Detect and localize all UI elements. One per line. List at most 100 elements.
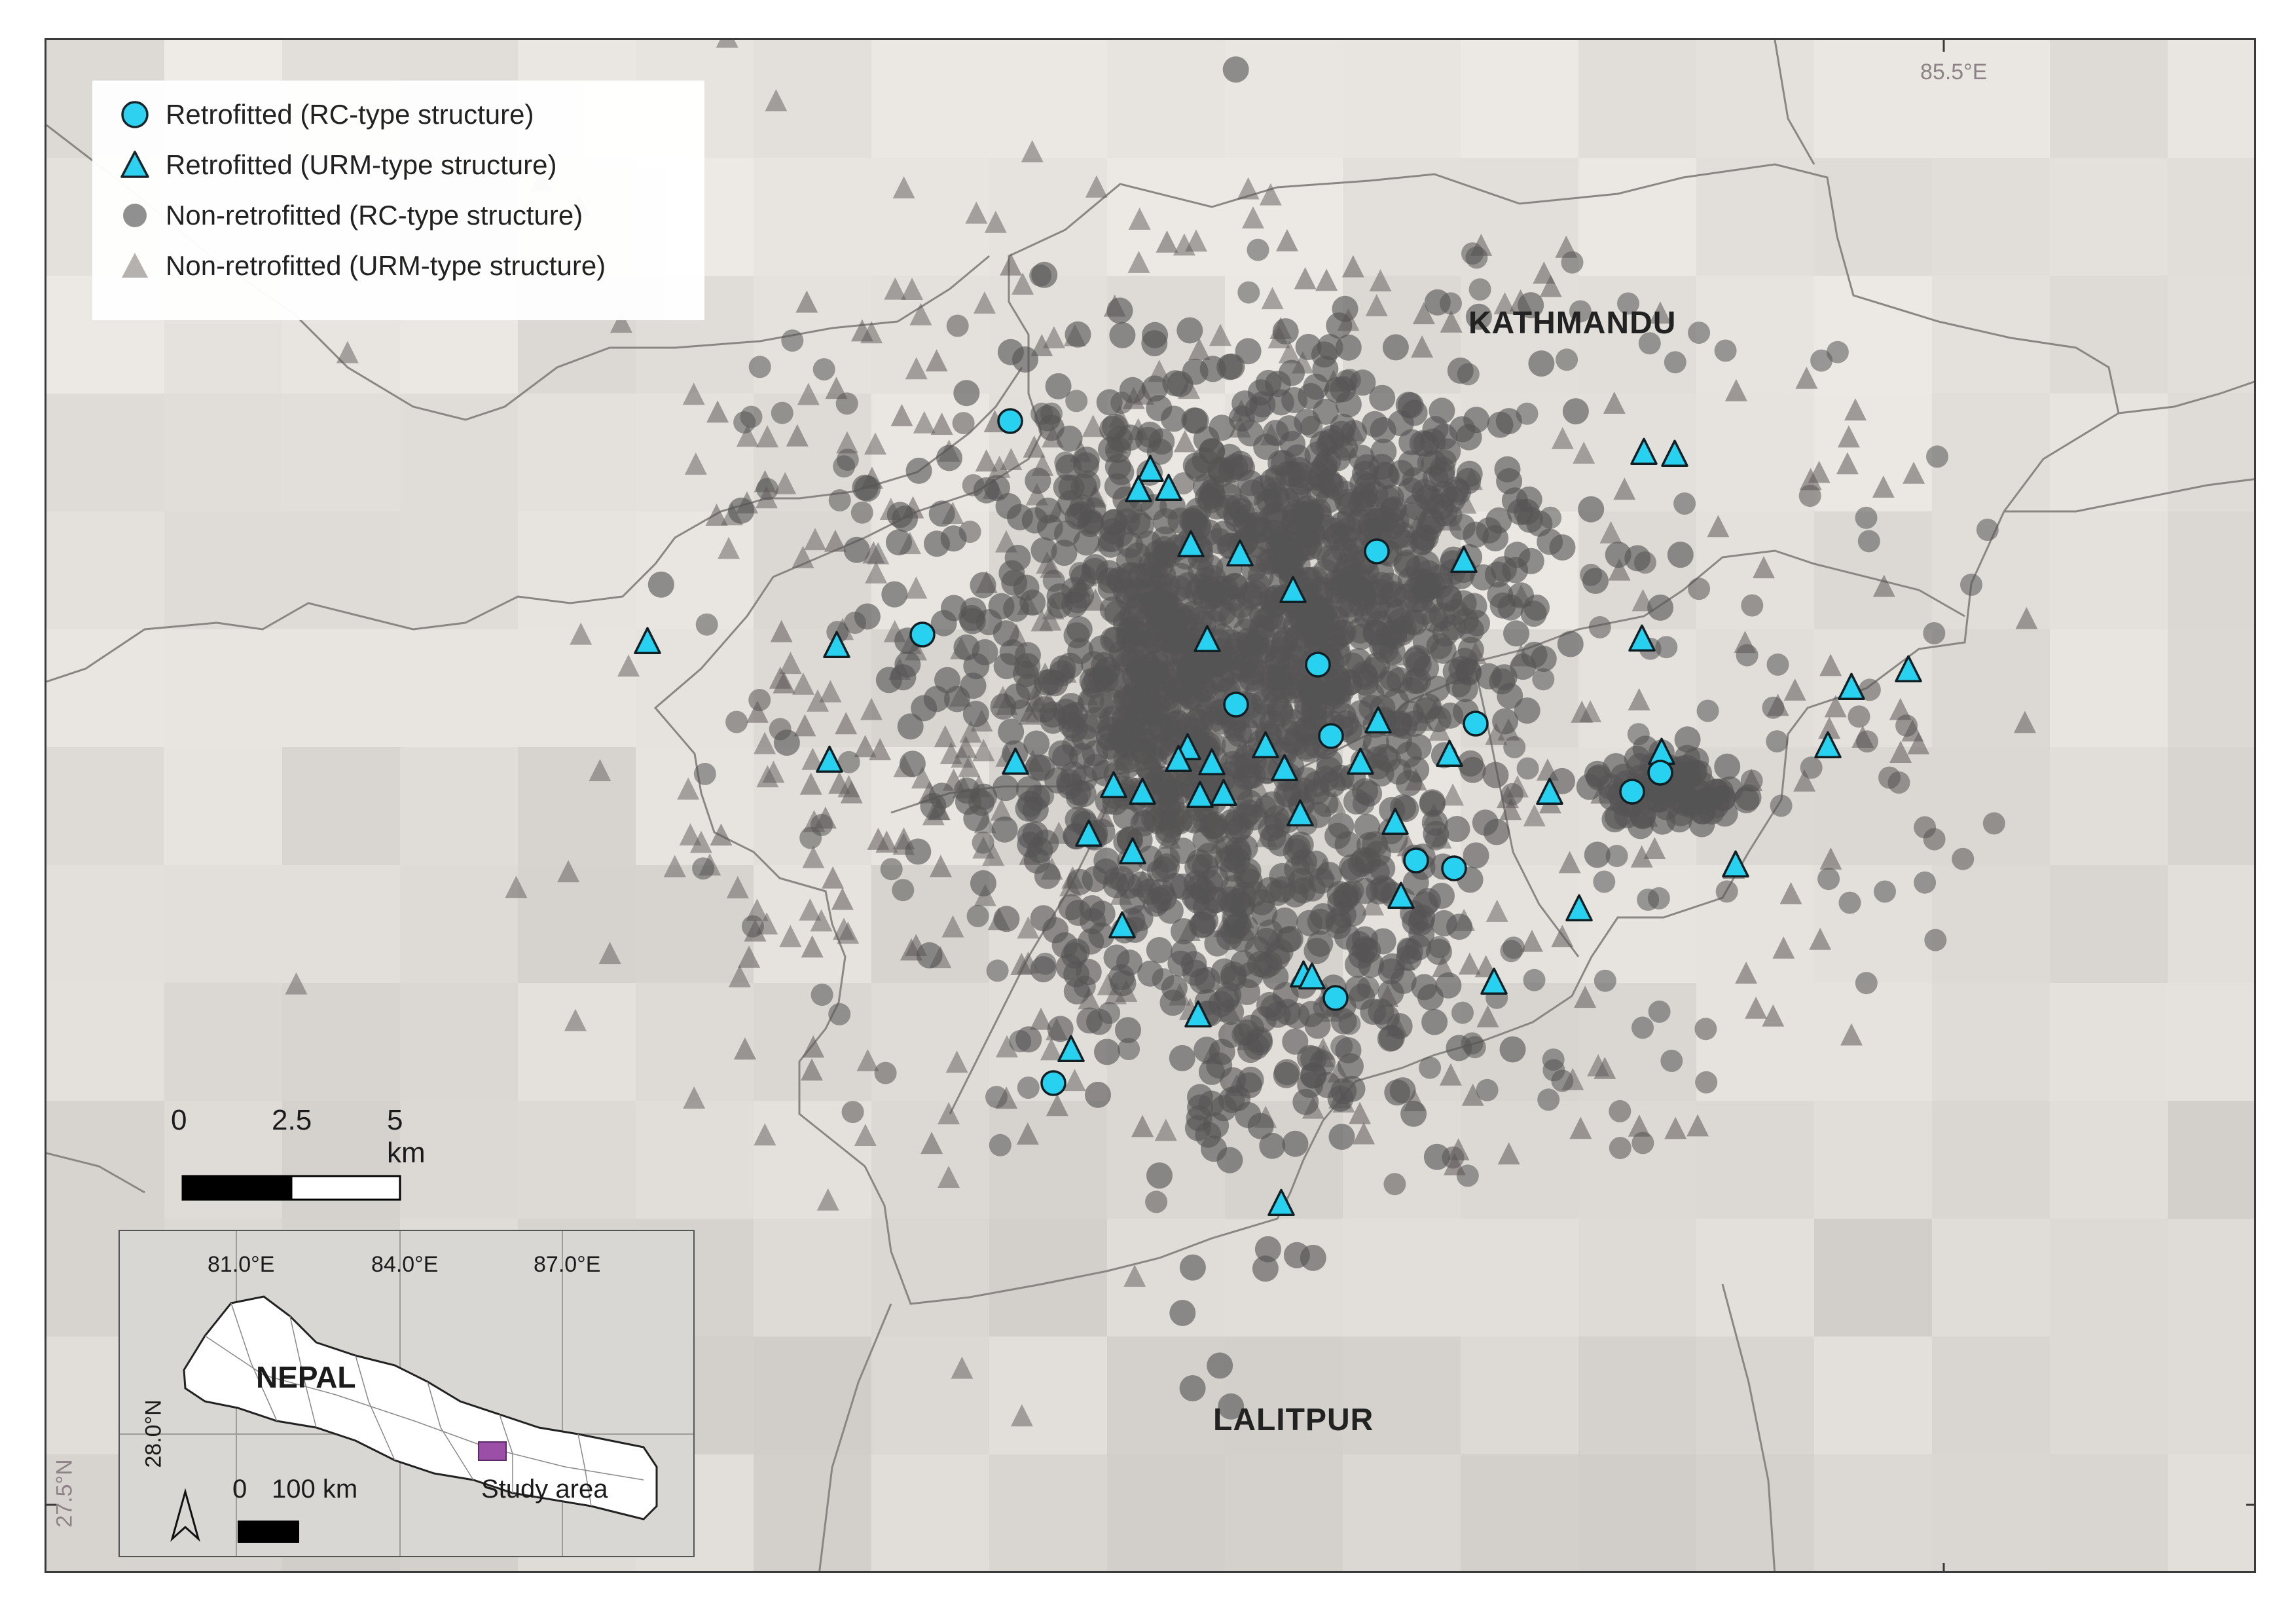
non-retrofitted-rc-marker	[1523, 969, 1546, 991]
non-retrofitted-rc-marker	[966, 904, 989, 927]
non-retrofitted-rc-marker	[1187, 1084, 1213, 1111]
terrain-tile	[282, 983, 401, 1101]
non-retrofitted-rc-marker	[1434, 449, 1457, 472]
non-retrofitted-urm-marker	[773, 671, 795, 693]
non-retrofitted-urm-marker	[1907, 732, 1930, 754]
non-retrofitted-urm-marker	[1818, 716, 1841, 739]
terrain-tile	[1696, 1454, 1815, 1571]
non-retrofitted-rc-marker	[1405, 555, 1432, 582]
non-retrofitted-rc-marker	[1235, 338, 1262, 365]
non-retrofitted-rc-marker	[771, 401, 793, 424]
retrofitted-urm-marker	[1271, 754, 1298, 781]
study-area-marker	[478, 1441, 507, 1461]
non-retrofitted-urm-marker	[726, 876, 749, 898]
non-retrofitted-rc-marker	[968, 789, 995, 816]
terrain-tile	[1343, 1337, 1461, 1455]
non-retrofitted-urm-marker	[792, 545, 814, 568]
non-retrofitted-rc-marker	[1353, 669, 1379, 696]
non-retrofitted-urm-marker	[934, 725, 957, 748]
non-retrofitted-rc-marker	[1335, 369, 1358, 392]
non-retrofitted-rc-marker	[1549, 534, 1576, 561]
non-retrofitted-rc-marker	[1260, 995, 1286, 1022]
non-retrofitted-rc-marker	[1324, 578, 1351, 605]
non-retrofitted-rc-marker	[1034, 952, 1057, 975]
non-retrofitted-rc-marker	[1594, 969, 1616, 992]
cyan-triangle-icon	[120, 151, 149, 178]
non-retrofitted-rc-marker	[1049, 660, 1076, 687]
non-retrofitted-rc-marker	[874, 1061, 897, 1084]
non-retrofitted-rc-marker	[1952, 847, 1975, 870]
non-retrofitted-rc-marker	[1459, 756, 1486, 783]
non-retrofitted-rc-marker	[997, 339, 1024, 365]
non-retrofitted-rc-marker	[1848, 705, 1870, 728]
non-retrofitted-rc-marker	[1202, 475, 1225, 498]
terrain-tile	[2050, 1454, 2168, 1571]
terrain-tile	[1578, 1572, 1697, 1573]
non-retrofitted-rc-marker	[1537, 1088, 1560, 1111]
terrain-tile	[2168, 1101, 2254, 1219]
terrain-tile	[164, 865, 283, 984]
retrofitted-rc-marker	[1040, 1070, 1066, 1096]
terrain-tile	[400, 1101, 519, 1219]
terrain-tile	[1225, 1454, 1343, 1571]
non-retrofitted-rc-marker	[1421, 1008, 1448, 1035]
non-retrofitted-rc-marker	[1800, 756, 1823, 779]
retrofitted-urm-marker	[1628, 624, 1656, 652]
terrain-tile	[1814, 511, 1933, 630]
non-retrofitted-rc-marker	[1379, 953, 1406, 980]
non-retrofitted-rc-marker	[1715, 880, 1738, 903]
inset-scale-tick: 0	[232, 1475, 247, 1504]
non-retrofitted-urm-marker	[1523, 804, 1546, 826]
terrain-tile	[46, 394, 165, 512]
terrain-tile	[2168, 983, 2254, 1101]
non-retrofitted-rc-marker	[1695, 1071, 1718, 1094]
terrain-tile	[282, 394, 401, 512]
non-retrofitted-urm-marker	[1573, 441, 1595, 464]
non-retrofitted-rc-marker	[989, 1134, 1011, 1156]
non-retrofitted-rc-marker	[1415, 693, 1442, 720]
non-retrofitted-urm-marker	[756, 425, 779, 448]
non-retrofitted-rc-marker	[1562, 398, 1589, 425]
terrain-tile	[1696, 1101, 1815, 1219]
non-retrofitted-rc-marker	[1826, 341, 1849, 363]
retrofitted-urm-marker	[1184, 1000, 1212, 1027]
non-retrofitted-urm-marker	[746, 700, 769, 723]
non-retrofitted-rc-marker	[1503, 620, 1529, 647]
non-retrofitted-rc-marker	[1085, 1081, 1111, 1108]
terrain-tile	[2050, 1219, 2168, 1337]
non-retrofitted-rc-marker	[1283, 500, 1309, 526]
retrofitted-urm-marker	[1814, 731, 1842, 758]
terrain-tile	[400, 865, 519, 984]
retrofitted-urm-marker	[1436, 739, 1463, 767]
non-retrofitted-rc-marker	[1461, 1032, 1484, 1055]
non-retrofitted-rc-marker	[835, 392, 858, 415]
non-retrofitted-rc-marker	[1079, 667, 1106, 694]
scale-tick-label: 2.5	[272, 1104, 312, 1136]
non-retrofitted-urm-marker	[1173, 430, 1196, 452]
non-retrofitted-rc-marker	[1452, 608, 1479, 635]
terrain-tile	[989, 40, 1108, 158]
terrain-tile	[636, 1101, 754, 1219]
non-retrofitted-rc-marker	[1116, 497, 1143, 524]
non-retrofitted-urm-marker	[610, 310, 632, 333]
non-retrofitted-rc-marker	[1222, 56, 1249, 83]
non-retrofitted-urm-marker	[1795, 366, 1818, 389]
non-retrofitted-rc-marker	[1065, 321, 1091, 348]
non-retrofitted-rc-marker	[1248, 614, 1275, 641]
non-retrofitted-rc-marker	[1352, 792, 1375, 815]
non-retrofitted-rc-marker	[1121, 605, 1144, 628]
non-retrofitted-rc-marker	[1177, 682, 1204, 709]
non-retrofitted-rc-marker	[1216, 1147, 1243, 1173]
non-retrofitted-urm-marker	[869, 738, 892, 760]
non-retrofitted-rc-marker	[952, 412, 975, 435]
terrain-tile	[871, 40, 990, 158]
non-retrofitted-rc-marker	[756, 477, 778, 500]
non-retrofitted-rc-marker	[1157, 784, 1180, 807]
non-retrofitted-rc-marker	[1345, 931, 1372, 957]
non-retrofitted-rc-marker	[1328, 813, 1355, 840]
non-retrofitted-rc-marker	[811, 984, 833, 1006]
terrain-tile	[1225, 158, 1343, 276]
terrain-tile	[2168, 1219, 2254, 1337]
non-retrofitted-urm-marker	[1836, 452, 1859, 475]
scale-bar-graphic	[181, 1175, 401, 1201]
